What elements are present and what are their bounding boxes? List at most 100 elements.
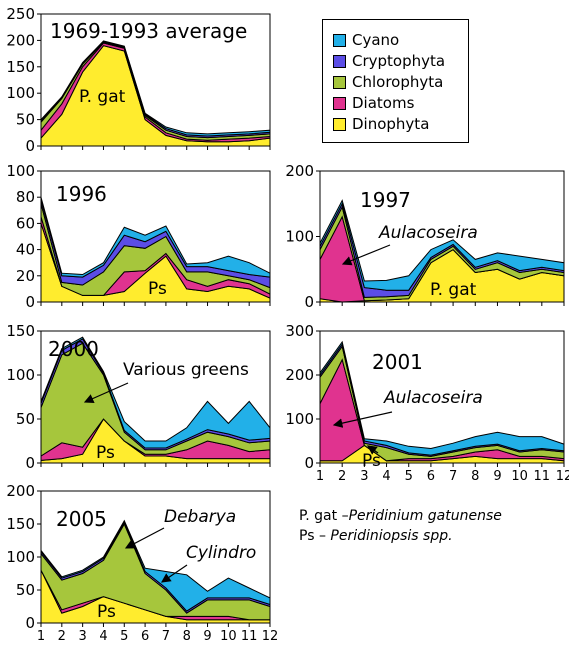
y-tick-label: 50 xyxy=(16,581,35,599)
x-tick-label: 8 xyxy=(471,469,479,484)
x-tick-label: 12 xyxy=(556,469,569,484)
x-tick-label: 8 xyxy=(183,629,191,644)
y-tick-label: 0 xyxy=(25,454,35,472)
note-pgat-name: Peridinium gatunense xyxy=(348,508,502,524)
y-tick-label: 250 xyxy=(6,5,35,23)
x-tick-label: 3 xyxy=(360,469,368,484)
panel-title: 1969-1993 average xyxy=(50,19,247,43)
y-tick-label: 150 xyxy=(6,58,35,76)
y-tick-label: 100 xyxy=(6,162,35,180)
annotation-arrow xyxy=(124,527,165,549)
annotation-label: P. gat xyxy=(79,87,126,107)
annotation-label: Ps xyxy=(148,279,167,299)
x-tick-label: 10 xyxy=(220,629,237,644)
x-tick-label: 11 xyxy=(241,629,258,644)
annotation-label: Ps xyxy=(362,451,381,471)
area-dinophyta xyxy=(40,45,271,147)
x-tick-label: 7 xyxy=(449,469,457,484)
annotation-arrow xyxy=(332,411,393,428)
x-tick-label: 11 xyxy=(534,469,551,484)
note-ps-abbr: Ps xyxy=(299,528,315,544)
legend-label: Cyano xyxy=(352,31,400,49)
chart-panel: 0 20 40 60 80 100 1996 Ps xyxy=(6,162,271,311)
legend-label: Dinophyta xyxy=(352,115,430,133)
y-tick-label: 100 xyxy=(285,228,314,246)
plot-frame xyxy=(40,330,271,464)
legend-item-cyano: Cyano xyxy=(333,30,399,50)
note-ps-sep: – xyxy=(314,528,331,544)
legend: Cyano Cryptophyta Chlorophyta Diatoms Di… xyxy=(322,19,469,143)
y-tick-label: 0 xyxy=(25,293,35,311)
x-tick-label: 1 xyxy=(316,469,324,484)
annotation-label: Ps xyxy=(96,443,115,463)
legend-label: Chlorophyta xyxy=(352,73,444,91)
x-tick-label: 10 xyxy=(511,469,528,484)
y-tick-label: 100 xyxy=(285,410,314,428)
chart-panel: 0 50 100 150 2000 Various greens Ps xyxy=(6,322,271,472)
note-ps: Ps – Peridiniopsis spp. xyxy=(299,528,453,544)
legend-label: Diatoms xyxy=(352,94,415,112)
panel-title: 2005 xyxy=(56,507,107,531)
x-tick-label: 5 xyxy=(120,629,128,644)
x-tick-label: 2 xyxy=(58,629,66,644)
x-tick-label: 6 xyxy=(427,469,435,484)
x-tick-label: 3 xyxy=(78,629,86,644)
annotation-label: Debarya xyxy=(164,507,236,527)
annotation-arrow xyxy=(367,445,379,455)
annotation-label: Aulacoseira xyxy=(378,223,478,243)
y-tick-label: 0 xyxy=(25,137,35,155)
legend-item-cryptophyta: Cryptophyta xyxy=(333,51,445,71)
x-tick-label: 12 xyxy=(262,629,279,644)
y-tick-label: 0 xyxy=(304,454,314,472)
x-tick-label: 9 xyxy=(493,469,501,484)
chart-panel: 0 50 100 150 200 250 1969-1993 average P. gat xyxy=(6,5,271,155)
y-tick-label: 200 xyxy=(285,366,314,384)
annotation-arrow xyxy=(161,564,188,583)
y-tick-label: 200 xyxy=(6,31,35,49)
note-pgat: P. gat –Peridinium gatunense xyxy=(299,508,502,524)
legend-label: Cryptophyta xyxy=(352,52,446,70)
legend-swatch-chlorophyta xyxy=(333,75,346,89)
note-pgat-abbr: P. gat xyxy=(299,508,338,524)
x-tick-label: 5 xyxy=(405,469,413,484)
y-tick-label: 100 xyxy=(6,84,35,102)
y-tick-label: 50 xyxy=(16,410,35,428)
panel-title: 1997 xyxy=(360,188,411,212)
y-tick-label: 200 xyxy=(6,482,35,500)
y-tick-label: 60 xyxy=(16,214,35,232)
y-tick-label: 150 xyxy=(6,515,35,533)
y-tick-label: 150 xyxy=(6,322,35,340)
legend-item-chlorophyta: Chlorophyta xyxy=(333,72,443,92)
y-tick-label: 200 xyxy=(285,162,314,180)
plot-frame xyxy=(319,330,565,464)
legend-swatch-cyano xyxy=(333,33,346,47)
y-tick-label: 20 xyxy=(16,267,35,285)
annotation-label: Various greens xyxy=(123,360,249,380)
legend-item-dinophyta: Dinophyta xyxy=(333,114,429,134)
x-tick-label: 7 xyxy=(162,629,170,644)
legend-item-diatoms: Diatoms xyxy=(333,93,414,113)
chart-panel: 0 100 200 1997 Aulacoseira P. gat xyxy=(285,162,565,311)
x-tick-label: 9 xyxy=(203,629,211,644)
annotation-arrow xyxy=(83,382,129,403)
x-tick-label: 1 xyxy=(37,629,45,644)
plot-frame xyxy=(40,13,271,147)
legend-swatch-diatoms xyxy=(333,96,346,110)
x-tick-label: 4 xyxy=(382,469,390,484)
note-pgat-sep: – xyxy=(337,508,349,524)
y-tick-label: 80 xyxy=(16,188,35,206)
y-tick-label: 100 xyxy=(6,366,35,384)
note-ps-name: Peridiniopsis spp. xyxy=(330,528,453,544)
annotation-arrow xyxy=(341,244,391,266)
annotation-label: Ps xyxy=(97,602,116,622)
annotation-label: P. gat xyxy=(430,280,477,300)
y-tick-label: 0 xyxy=(304,293,314,311)
y-tick-label: 50 xyxy=(16,111,35,129)
x-tick-label: 2 xyxy=(338,469,346,484)
y-tick-label: 0 xyxy=(25,614,35,632)
y-tick-label: 300 xyxy=(285,322,314,340)
panel-title: 2000 xyxy=(48,337,99,361)
